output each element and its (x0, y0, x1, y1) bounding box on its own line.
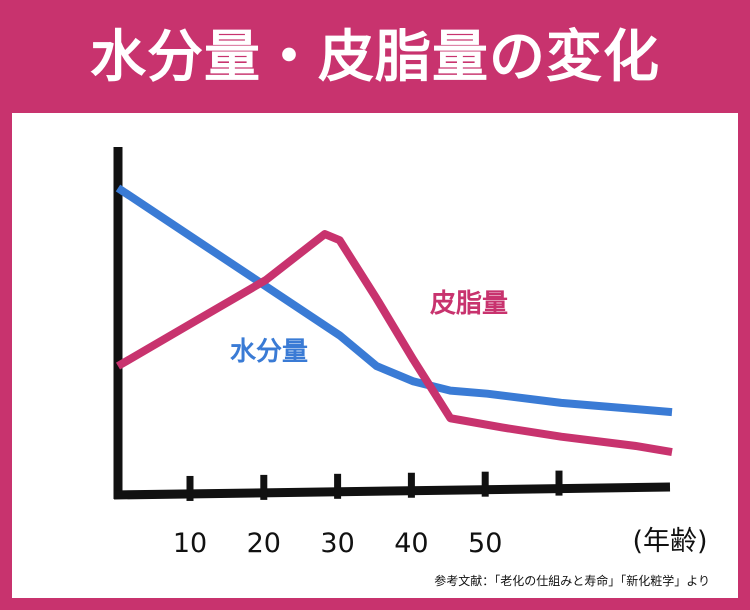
sebum-series-label: 皮脂量 (430, 289, 508, 319)
x-tick-label: 40 (394, 528, 428, 559)
source-note: 参考文献：「老化の仕組みと寿命」「新化粧学」より (434, 574, 710, 588)
x-axis (113, 482, 671, 500)
x-tick-label: 20 (247, 528, 281, 559)
page-title: 水分量・皮脂量の変化 (90, 25, 660, 90)
x-tick-label: 30 (320, 528, 354, 559)
x-tick-label: 10 (173, 528, 207, 559)
x-tick-label: 50 (468, 528, 502, 559)
sebum-series-line (115, 230, 673, 456)
x-axis-label: (年齢) (632, 526, 707, 557)
water-series-label: 水分量 (230, 337, 308, 367)
water-series-line (115, 184, 673, 417)
